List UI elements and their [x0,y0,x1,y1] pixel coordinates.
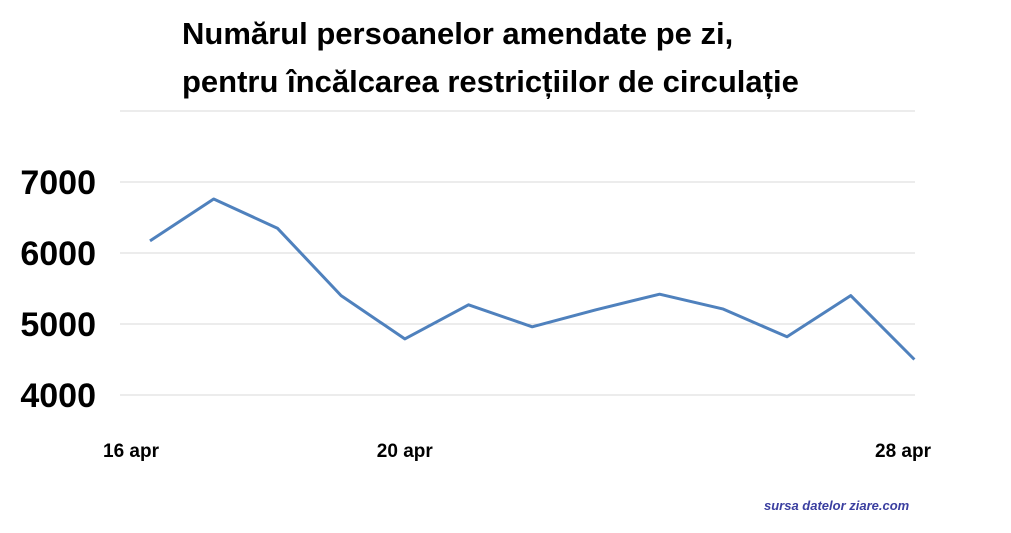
y-tick-label: 6000 [20,235,96,273]
y-axis-ticks: 4000 5000 6000 7000 [20,164,96,415]
x-tick-label: 16 apr [103,441,160,462]
gridlines [120,110,915,396]
chart-title: Numărul persoanelor amendate pe zi, pent… [182,10,799,106]
series-layer [149,197,916,361]
series-line [149,197,916,361]
chart-title-line-1: Numărul persoanelor amendate pe zi, [182,16,734,51]
y-tick-label: 4000 [20,377,96,415]
source-note: sursa datelor ziare.com [764,498,910,513]
x-tick-label: 28 apr [875,441,932,462]
y-tick-label: 5000 [20,306,96,344]
y-tick-label: 7000 [20,164,96,202]
chart-title-line-2: pentru încălcarea restricțiilor de circu… [182,64,799,99]
x-axis-ticks: 16 apr 20 apr 28 apr [103,441,932,462]
x-tick-label: 20 apr [377,441,434,462]
